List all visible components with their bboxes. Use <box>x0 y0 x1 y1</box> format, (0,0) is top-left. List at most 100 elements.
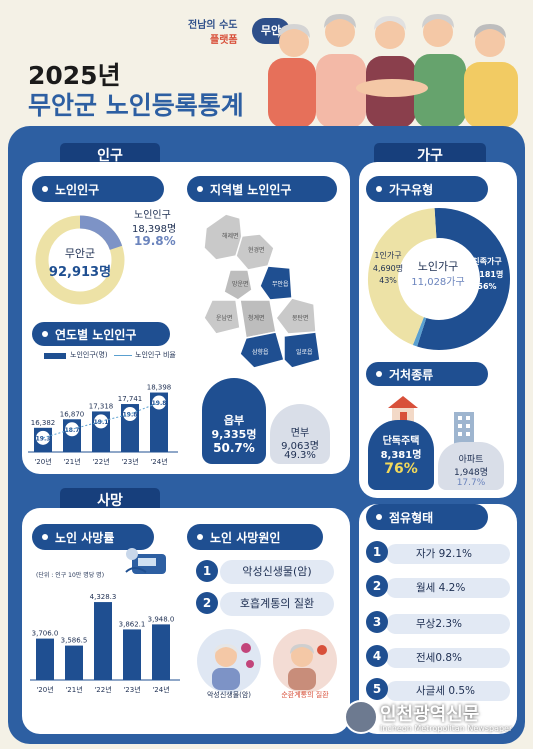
cause-number-2: 2 <box>196 592 218 614</box>
tenure-row-5: 사글세 0.5% <box>386 681 510 701</box>
watermark-sub: Incheon Metropolitan Newspaper <box>380 724 513 733</box>
death-x-tick-label: '20년 <box>36 685 53 694</box>
map-town-label: 청계면 <box>248 314 265 322</box>
yearly-bar-value-label: 16,382 <box>31 419 56 427</box>
elderly-population-pill: 노인인구 <box>32 176 164 202</box>
yearly-x-tick-label: '23년 <box>121 457 138 466</box>
elderly-count-value: 18,398명 <box>132 224 177 235</box>
yearly-bar-value-label: 18,398 <box>147 384 172 392</box>
pill-dot-icon <box>42 186 48 192</box>
death-rate-label: 노인 사망률 <box>55 530 115 545</box>
apartment-value: 1,948명 <box>453 468 489 478</box>
pill-dot-icon <box>42 534 48 540</box>
household-donut-slice <box>412 317 427 347</box>
yearly-population-pill: 연도별 노인인구 <box>32 322 170 346</box>
yearly-x-tick-label: '21년 <box>63 457 80 466</box>
death-bar <box>123 629 141 680</box>
death-x-tick-label: '23년 <box>123 685 140 694</box>
yearly-x-tick-label: '24년 <box>150 457 167 466</box>
cause-item-1: 악성신생물(암) <box>220 560 334 584</box>
death-x-tick-label: '24년 <box>152 685 169 694</box>
apartment-box <box>438 442 504 490</box>
elderly-ratio-value: 19.8% <box>134 234 176 248</box>
myeon-box <box>270 404 330 464</box>
family-household-label: 친족가구 <box>472 257 502 266</box>
regional-population-label: 지역별 노인인구 <box>210 182 292 197</box>
house-icon <box>388 396 418 422</box>
map-region-samhyang <box>239 331 285 369</box>
household-donut-slice <box>368 208 438 346</box>
single-household-value: 4,690명 <box>372 264 404 273</box>
map-region-mangun <box>223 269 253 301</box>
legend-count-swatch <box>44 353 66 359</box>
year-title: 2025년 <box>28 61 121 90</box>
apartment-icon <box>454 412 474 448</box>
eup-label: 읍부 <box>223 414 245 427</box>
legend-count-label: 노인인구(명) <box>70 351 108 359</box>
cause-item-2: 호흡계통의 질환 <box>220 592 334 616</box>
tenure-number-2: 2 <box>366 575 388 597</box>
pill-dot-icon <box>197 534 203 540</box>
death-bar <box>36 638 54 680</box>
pill-dot-icon <box>42 331 48 337</box>
pill-dot-icon <box>376 514 382 520</box>
death-cause-pill: 노인 사망원인 <box>187 524 323 550</box>
cancer-illustration <box>197 629 261 693</box>
yearly-bar-value-label: 17,741 <box>118 395 143 403</box>
map-town-label: 망운면 <box>232 280 249 288</box>
map-region-muan-eup <box>259 265 293 301</box>
watermark-name: 인천광역신문 <box>380 704 480 725</box>
yearly-bar-value-label: 16,870 <box>60 410 85 418</box>
death-rate-unit: (단위 : 인구 10만 명당 명) <box>36 572 105 579</box>
pill-dot-icon <box>376 186 382 192</box>
yearly-ratio-marker <box>65 422 79 437</box>
death-bar-value-label: 3,706.0 <box>32 630 59 638</box>
yearly-population-chart: 16,382 19.3 '20년 16,870 18.7 '21년 17,318 19.1 '2… <box>28 384 178 466</box>
donut-total-value: 92,913명 <box>48 265 112 280</box>
map-town-label: 몽탄면 <box>292 314 309 322</box>
house-value: 8,381명 <box>380 450 422 461</box>
hands-together <box>356 79 428 97</box>
death-bar <box>94 602 112 680</box>
death-bar-value-label: 3,948.0 <box>148 615 175 623</box>
myeon-value: 9,063명 <box>281 441 319 452</box>
pill-dot-icon <box>376 371 382 377</box>
yearly-ratio-line <box>42 402 160 439</box>
tenure-number-3: 3 <box>366 611 388 633</box>
page-title: 무안군 노인등록통계 <box>28 91 244 120</box>
regional-population-pill: 지역별 노인인구 <box>187 176 337 202</box>
map-town-label: 일로읍 <box>296 348 313 356</box>
household-type-pill: 가구유형 <box>366 176 488 202</box>
family-household-value: 6,181명 <box>470 270 504 279</box>
logo-line2: 플랫폼 <box>210 35 238 46</box>
yearly-ratio-marker <box>123 407 137 422</box>
map-region-unnam <box>203 299 241 335</box>
death-x-tick-label: '22년 <box>94 685 111 694</box>
tenure-row-2: 월세 4.2% <box>386 578 510 598</box>
eup-pct: 50.7% <box>213 441 255 455</box>
circulatory-illustration-caption: 순환계통의 질환 <box>281 691 329 699</box>
pill-dot-icon <box>197 186 203 192</box>
legend-ratio-line <box>114 355 132 356</box>
elderly-group-illustration <box>268 14 518 128</box>
apartment-pct: 17.7% <box>456 478 486 488</box>
map-town-label: 삼향읍 <box>252 348 269 356</box>
donut-elderly-arc <box>79 215 123 251</box>
elderly-count-label: 노인인구 <box>134 210 171 221</box>
household-type-label: 가구유형 <box>389 182 434 197</box>
residence-type-label: 거처종류 <box>389 367 434 382</box>
muan-map: 해제면 현경면 운남면 망운면 청계면 몽탄면 무안읍 삼향읍 일로읍 <box>203 213 321 369</box>
elderly-population-label: 노인인구 <box>55 182 100 197</box>
elder-figure-2 <box>316 14 366 128</box>
donut-total-label: 무안군 <box>64 247 96 260</box>
house-box <box>368 420 434 490</box>
elder-figure-4 <box>414 14 466 128</box>
household-center-label: 노인가구 <box>417 260 459 273</box>
elder-figure-5 <box>464 24 518 128</box>
death-x-tick-label: '21년 <box>65 685 82 694</box>
blood-pressure-icon <box>125 548 166 574</box>
yearly-ratio-label: 19.8 <box>152 400 167 407</box>
yearly-ratio-label: 19.3 <box>36 435 51 442</box>
map-town-label: 운남면 <box>216 314 233 322</box>
household-center-value: 11,028가구 <box>411 277 465 288</box>
